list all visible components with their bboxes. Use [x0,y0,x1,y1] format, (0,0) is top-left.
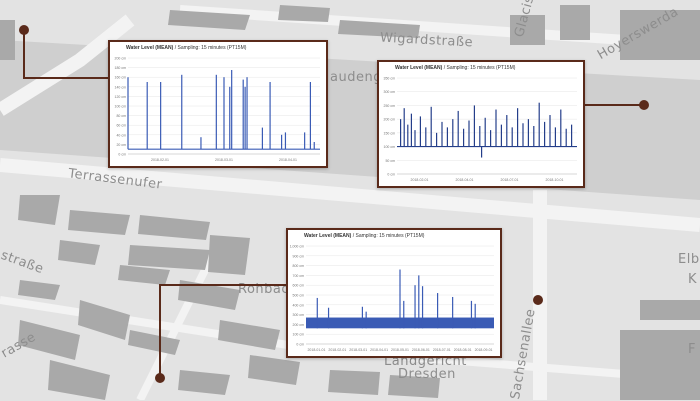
y-tick-label: 200 cm [293,323,305,327]
water-level-chart-2: 350 cm 300 cm 250 cm 200 cm 150 cm 100 cm 50 c… [384,77,577,182]
street-label-f: F [688,342,696,357]
x-tick-label: 2018-02-01 [411,178,429,182]
x-tick-label: 2018-04-01 [279,158,297,162]
y-tick-label: 300 cm [384,90,396,94]
chart-panel-3[interactable]: Water Level (MEAN) / Sampling: 15 minute… [286,228,502,358]
connector-line-1 [23,30,108,79]
x-tick-label: 2018-03-01 [349,348,367,352]
street-label-k: K [688,272,698,287]
street-label-elbe: Elbe [678,252,700,267]
x-tick-label: 2018-05-01 [391,348,409,352]
y-tick-label: 350 cm [384,77,396,81]
y-tick-label: 200 cm [115,57,127,61]
x-tick-label: 2018-02-01 [328,348,346,352]
y-tick-label: 600 cm [293,284,305,288]
x-tick-label: 2018-01-01 [307,348,325,352]
chart-title: Water Level (MEAN) / Sampling: 15 minute… [304,233,425,239]
x-tick-label: 2018-09-01 [475,348,493,352]
y-tick-label: 50 cm [385,159,395,163]
water-level-chart-3: 1,000 cm 900 cm 800 cm 700 cm 600 cm 500 cm 40… [290,245,494,352]
y-tick-label: 140 cm [115,85,127,89]
y-tick-label: 800 cm [293,264,305,268]
y-tick-label: 300 cm [293,313,305,317]
y-tick-label: 120 cm [115,95,127,99]
y-tick-label: 20 cm [116,143,126,147]
water-level-chart-1: 200 cm 180 cm 160 cm 140 cm 120 cm 100 cm 80 c… [115,57,320,162]
buildings [0,5,700,400]
x-tick-label: 2018-10-01 [546,178,564,182]
y-tick-label: 250 cm [384,104,396,108]
location-marker-3[interactable] [533,295,543,305]
y-tick-label: 0 cm [296,343,304,347]
y-tick-label: 40 cm [116,133,126,137]
road-cross [136,238,224,400]
road-bridge [0,14,135,116]
y-tick-label: 700 cm [293,274,305,278]
y-tick-label: 200 cm [384,118,396,122]
y-tick-label: 160 cm [115,76,127,80]
location-marker-2[interactable] [639,100,649,110]
street-label-dresden: Dresden [398,367,456,382]
y-tick-label: 400 cm [293,303,305,307]
location-marker-1[interactable] [19,25,29,35]
x-tick-label: 2018-04-01 [456,178,474,182]
x-tick-label: 2018-03-01 [215,158,233,162]
x-tick-label: 2018-08-01 [454,348,472,352]
y-tick-label: 60 cm [116,124,126,128]
y-tick-label: 0 cm [118,153,126,157]
y-tick-label: 0 cm [387,173,395,177]
x-tick-label: 2018-07-01 [433,348,451,352]
x-tick-label: 2018-06-01 [412,348,430,352]
x-tick-label: 2018-07-01 [501,178,519,182]
road-wigardstrasse [179,5,700,50]
chart-title: Water Level (MEAN) / Sampling: 15 minute… [126,45,247,51]
y-tick-label: 100 cm [293,333,305,337]
x-tick-label: 2018-04-01 [370,348,388,352]
chart-title: Water Level (MEAN) / Sampling: 15 minute… [395,65,516,71]
y-tick-label: 150 cm [384,131,396,135]
y-tick-label: 500 cm [293,294,305,298]
x-tick-label: 2018-02-01 [151,158,169,162]
y-tick-label: 900 cm [293,254,305,258]
road-terrassenufer [0,158,700,232]
y-tick-label: 180 cm [115,66,127,70]
connector-line-3 [159,284,286,378]
y-tick-label: 1,000 cm [290,245,304,249]
y-tick-label: 100 cm [384,145,396,149]
y-tick-label: 80 cm [116,114,126,118]
chart-panel-1[interactable]: Water Level (MEAN) / Sampling: 15 minute… [108,40,328,168]
y-tick-label: 100 cm [115,105,127,109]
chart-panel-2[interactable]: Water Level (MEAN) / Sampling: 15 minute… [377,60,585,188]
location-marker-4[interactable] [155,373,165,383]
